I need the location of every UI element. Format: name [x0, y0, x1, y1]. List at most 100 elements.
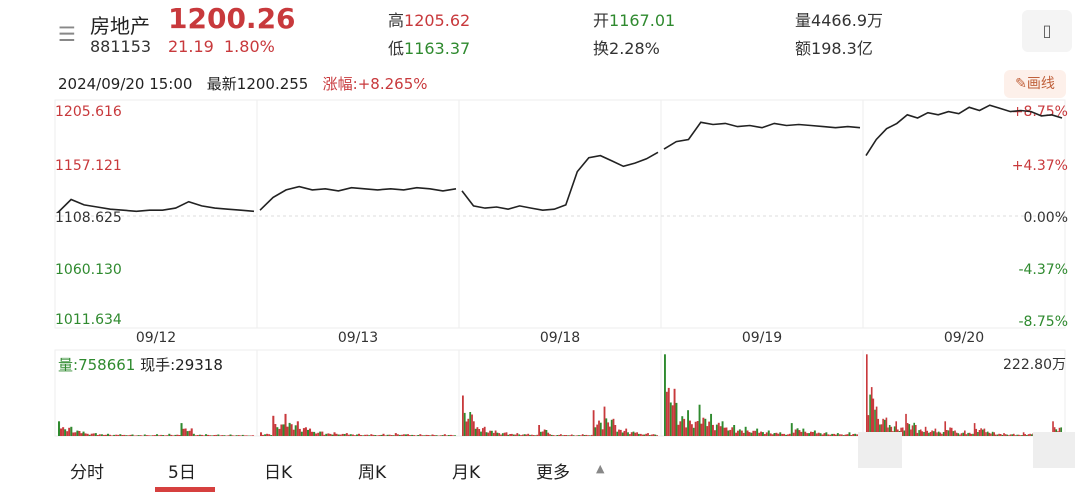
volume-bar [92, 433, 95, 436]
volume-bar [205, 434, 208, 436]
volume-bar [164, 435, 167, 436]
volume-bar [160, 434, 163, 436]
volume-bar [808, 433, 811, 436]
volume-bar [98, 434, 101, 436]
volume-bar [431, 434, 434, 436]
volume-bar [991, 431, 994, 436]
volume-bar [581, 434, 584, 436]
volume-bar [856, 434, 859, 436]
volume-bar [347, 434, 350, 436]
volume-bar [835, 434, 837, 436]
volume-bar [558, 434, 561, 436]
volume-bar [252, 435, 255, 436]
tab-intraday[interactable]: 分时 [70, 463, 104, 483]
info-datetime: 2024/09/20 15:00 [58, 75, 193, 93]
amount-label: 额 [795, 39, 812, 58]
volume-bar [427, 435, 430, 436]
volume-bar [677, 424, 680, 436]
volume-bar [313, 431, 316, 436]
volume-bar [351, 434, 354, 436]
volume-bar [679, 421, 682, 436]
draw-line-button[interactable]: ✎画线 [1004, 70, 1066, 98]
volume-bar [717, 422, 720, 436]
volume-bar [746, 430, 749, 436]
volume-bar [946, 430, 948, 436]
volume-bar [353, 435, 356, 436]
volume-bar [329, 433, 332, 436]
volume-bar [266, 433, 269, 436]
volume-bar [794, 429, 797, 436]
volume-bar [908, 424, 911, 436]
volume-bar [758, 432, 761, 436]
vol-value: 758661 [78, 356, 136, 374]
volume-bar [821, 434, 824, 436]
volume-bar [673, 388, 676, 436]
volume-bar [319, 431, 322, 436]
volume-bar [742, 432, 745, 436]
volume-bar [560, 434, 562, 436]
volume-bar [833, 433, 836, 436]
caret-up-icon[interactable]: ▲ [596, 462, 605, 475]
tab-5day[interactable]: 5日 [168, 463, 196, 483]
menu-icon[interactable]: ☰ [58, 22, 76, 46]
tab-more[interactable]: 更多 [536, 463, 570, 483]
volume-bar [931, 430, 933, 436]
volume-bar [241, 434, 244, 436]
volume-bar [382, 433, 385, 436]
volume-bar [750, 432, 753, 436]
volume-bar [933, 431, 935, 436]
volume-bar [999, 434, 1002, 436]
volume-bar [211, 435, 214, 436]
volume-bar [168, 433, 171, 436]
volume-bar [429, 435, 432, 436]
volume-bar [603, 406, 606, 436]
landscape-button[interactable]: ▯ [1022, 10, 1072, 52]
volume-bar [505, 432, 508, 436]
volume-bar [621, 432, 624, 436]
volume-bar [710, 413, 713, 436]
tab-daily-k[interactable]: 日K [264, 463, 293, 483]
volume-bar [396, 434, 399, 436]
volume-bar [619, 429, 622, 436]
volume-bar [417, 435, 420, 436]
volume-bar [831, 433, 834, 436]
volume-bar [667, 387, 670, 436]
volume-bar [541, 431, 544, 436]
volume-bar [243, 435, 246, 436]
volume-bar [561, 435, 564, 436]
volume-bar [485, 432, 488, 436]
volume-bar [296, 421, 299, 436]
volume-bar [102, 434, 105, 436]
volume-bar [111, 435, 114, 436]
volume-bar [366, 434, 369, 436]
price-line-day [865, 104, 1063, 157]
y-axis-label-left: 1011.634 [55, 312, 122, 328]
volume-bar [491, 430, 493, 436]
active-tab-indicator [155, 487, 215, 492]
volume-bar [145, 435, 148, 436]
volume-bar [790, 423, 793, 436]
volume-bar [547, 432, 550, 436]
volume-bar [469, 412, 472, 436]
price-line-day [57, 198, 255, 213]
volume-bar [392, 435, 395, 436]
volume-bar [760, 431, 763, 436]
volume-bar [936, 432, 938, 436]
volume-bar [918, 430, 920, 436]
volume-bar [317, 432, 320, 436]
volume-bar [970, 433, 973, 436]
volume-bar [445, 435, 448, 436]
tab-weekly-k[interactable]: 周K [358, 463, 387, 483]
volume-bar [516, 433, 519, 436]
volume-bar [449, 434, 452, 436]
volume-bar [712, 424, 714, 436]
volume-bar [213, 435, 216, 436]
volume-bar [496, 432, 499, 436]
volume-bar [209, 435, 212, 436]
volume-bar [1001, 434, 1004, 436]
tab-monthly-k[interactable]: 月K [452, 463, 481, 483]
volume-bar [405, 434, 408, 436]
volume-bar [921, 431, 924, 436]
volume-bar [465, 421, 468, 436]
